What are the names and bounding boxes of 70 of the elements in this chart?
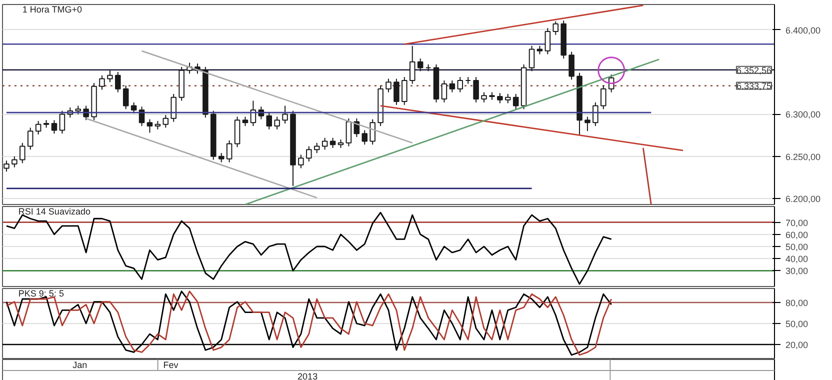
candlestick (282, 105, 288, 124)
candlestick (449, 80, 456, 93)
candlestick (457, 76, 464, 93)
candlestick (59, 110, 66, 134)
candlestick (552, 20, 559, 36)
candlestick (481, 92, 487, 103)
candlestick (218, 152, 224, 163)
candlestick (417, 58, 424, 72)
candlestick (12, 156, 18, 168)
y-tick-label: 6.400,00 (786, 25, 821, 36)
candlestick (130, 102, 137, 114)
candlestick (544, 28, 551, 55)
candlestick (386, 78, 392, 93)
candlestick (99, 74, 105, 90)
candlestick (528, 45, 535, 72)
candlestick (497, 92, 503, 104)
candlestick (473, 76, 479, 103)
candlestick (122, 85, 129, 110)
candlestick (409, 45, 416, 84)
candlestick (346, 118, 352, 147)
chart-title: PKS 9: 5: 5 (18, 288, 64, 298)
candlestick (83, 105, 89, 121)
y-tick-label: 6.300,00 (786, 110, 821, 120)
chart-title: RSI 14 Suavizado (18, 206, 90, 216)
candlestick (314, 142, 320, 154)
candlestick (115, 72, 121, 93)
candlestick (35, 120, 42, 135)
candlestick (330, 137, 336, 148)
candlestick (441, 80, 448, 103)
candlestick (226, 140, 232, 163)
y-tick-label: 6.250,00 (786, 152, 821, 162)
text: Jan (72, 360, 88, 370)
candlestick (146, 118, 153, 134)
candlestick (394, 78, 400, 106)
candlestick (584, 116, 590, 132)
candlestick (4, 160, 10, 172)
y-tick-label: 40,00 (786, 254, 808, 264)
candlestick (170, 93, 176, 122)
candlestick (20, 142, 26, 164)
candlestick (162, 114, 169, 128)
candlestick (234, 116, 240, 148)
candlestick (107, 70, 113, 83)
candlestick (600, 85, 606, 110)
y-tick-label: 6.200,00 (786, 194, 821, 204)
y-tick-label: 80,00 (786, 298, 808, 308)
candlestick (592, 102, 598, 127)
candlestick (27, 127, 34, 150)
y-tick-label: 50,00 (786, 242, 808, 252)
candlestick (512, 93, 519, 110)
candlestick (298, 154, 304, 169)
y-tick-label: 70,00 (786, 218, 808, 228)
y-tick-label: 60,00 (786, 230, 808, 240)
candlestick (504, 93, 511, 104)
ref-line-label: 6.352,56 (736, 65, 772, 76)
candlestick (322, 137, 328, 150)
candlestick (362, 130, 368, 146)
candlestick (370, 118, 376, 146)
candlestick (306, 146, 312, 162)
candlestick (568, 51, 574, 80)
candlestick (51, 120, 58, 134)
chart-title: 1 Hora TMG+0 (22, 4, 82, 14)
candlestick (274, 116, 280, 130)
text: Fev (163, 360, 179, 370)
candlestick (242, 116, 248, 127)
text: 2013 (298, 372, 318, 380)
y-tick-label: 30,00 (786, 266, 808, 276)
y-tick-label: 50,00 (786, 319, 808, 329)
y-tick-label: 20,00 (786, 340, 808, 350)
candlestick (266, 112, 272, 130)
candlestick (402, 76, 408, 106)
